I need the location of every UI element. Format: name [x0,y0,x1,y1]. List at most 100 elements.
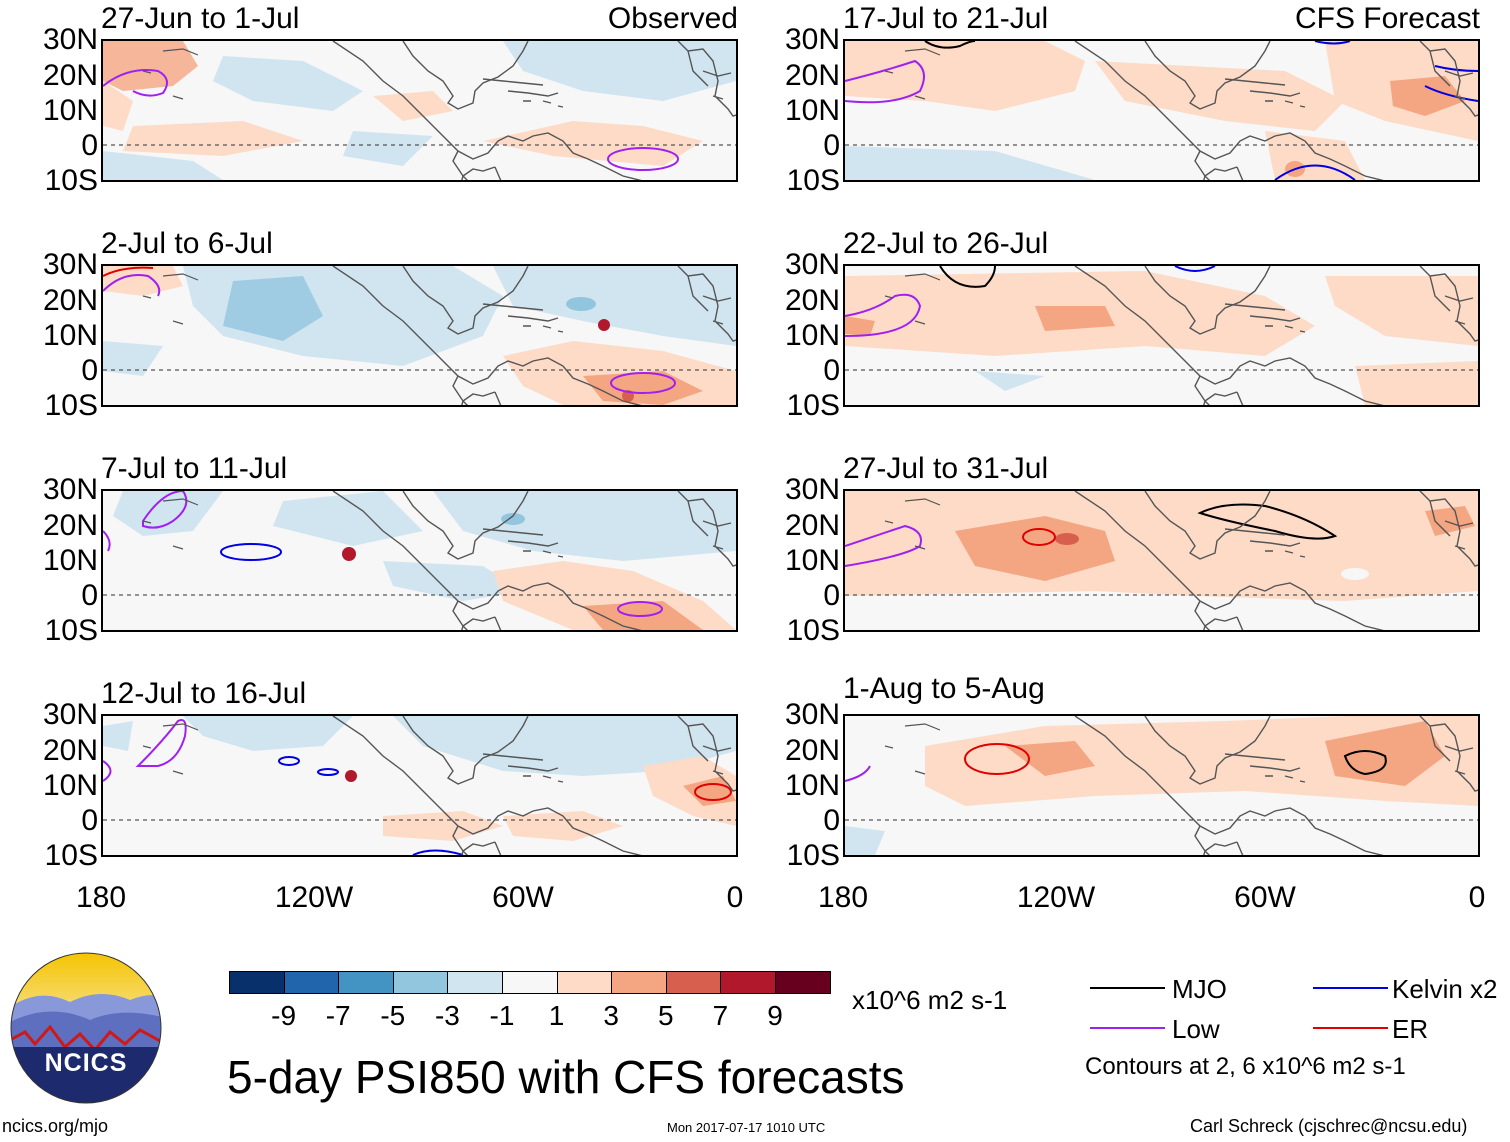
colorbar-swatch [720,971,776,994]
logo-text: NCICS [44,1049,128,1077]
lat-label: 10N [784,544,840,577]
forecast-tag: CFS Forecast [1294,2,1480,35]
legend-kelvin-label: Kelvin x2 [1392,974,1498,1004]
lon-label-120w-right: 120W [1016,881,1096,914]
lat-label: 30N [42,23,98,56]
lon-label-180-right: 180 [817,881,869,914]
panel-title-left-4: 12-Jul to 16-Jul [101,677,307,710]
colorbar-label: 7 [712,1000,729,1031]
map-panel-left-4 [101,714,738,857]
colorbar-swatch [502,971,558,994]
colorbar-swatch [283,971,340,994]
legend-mjo-line [1090,987,1165,989]
colorbar-label: 5 [658,1000,674,1031]
lat-label: 10N [784,319,840,352]
lon-label-0-right: 0 [1468,881,1486,914]
lat-label: 10S [44,839,98,872]
lat-label: 10S [786,614,840,647]
lat-label: 30N [784,698,840,731]
legend-mjo-label: MJO [1172,974,1227,1004]
colorbar-label: -9 [271,1000,297,1031]
lat-label: 10S [786,389,840,422]
lat-label: 20N [784,59,840,92]
panel-title-left-1: 27-Jun to 1-Jul [101,2,300,35]
colorbar-swatch [611,971,667,994]
legend-er-line [1313,1027,1388,1029]
colorbar-swatch [338,971,394,994]
lat-label: 10N [42,319,98,352]
colorbar-units: x10^6 m2 s-1 [852,985,1008,1015]
panel-title-right-1: 17-Jul to 21-Jul [843,2,1049,35]
lat-label: 10S [44,614,98,647]
footer-right: Carl Schreck (cjschrec@ncsu.edu) [1190,1116,1468,1136]
colorbar-swatch [556,971,613,994]
lat-label: 30N [42,698,98,731]
colorbar-swatch [775,971,831,994]
colorbar-label: 1 [548,1000,565,1031]
legend-kelvin-line [1313,987,1388,989]
legend-note: Contours at 2, 6 x10^6 m2 s-1 [1085,1053,1406,1080]
lat-label: 0 [823,129,840,162]
lat-label: 30N [42,473,98,506]
colorbar-label: -3 [434,1000,460,1031]
panel-title-right-4: 1-Aug to 5-Aug [843,672,1045,705]
lat-label: 10N [42,769,98,802]
lat-label: 10N [784,769,840,802]
map-panel-right-2 [843,264,1480,407]
map-panel-right-4 [843,714,1480,857]
map-panel-left-3 [101,489,738,632]
lon-label-60w-right: 60W [1234,881,1296,914]
lat-label: 30N [784,248,840,281]
lat-label: 0 [823,579,840,612]
colorbar-swatch [229,971,285,994]
lat-label: 20N [42,284,98,317]
footer-center: Mon 2017-07-17 1010 UTC [667,1120,826,1135]
lat-label: 20N [784,734,840,767]
map-panel-right-3 [843,489,1480,632]
lat-label: 0 [823,804,840,837]
lon-label-0-left: 0 [726,881,744,914]
lat-label: 0 [81,129,98,162]
legend-low-label: Low [1172,1014,1220,1044]
lat-label: 20N [784,284,840,317]
lat-label: 10S [44,164,98,197]
colorbar-label: -5 [380,1000,406,1031]
legend-er-label: ER [1392,1014,1429,1044]
lat-label: 10S [786,164,840,197]
lat-label: 30N [784,473,840,506]
lat-label: 10N [42,94,98,127]
colorbar-swatch [665,971,722,994]
lat-label: 20N [784,509,840,542]
panel-title-right-2: 22-Jul to 26-Jul [843,227,1049,260]
lat-label: 0 [823,354,840,387]
lat-label: 10N [42,544,98,577]
lon-label-180-left: 180 [75,881,127,914]
map-panel-right-1 [843,39,1480,182]
lat-label: 0 [81,804,98,837]
lat-label: 0 [81,579,98,612]
panel-title-left-3: 7-Jul to 11-Jul [101,452,288,485]
map-panel-left-1 [101,39,738,182]
map-panel-left-2 [101,264,738,407]
ncics-logo: NCICS [10,952,162,1104]
lon-label-120w-left: 120W [274,881,354,914]
colorbar-swatch [447,971,503,994]
lat-label: 10N [784,94,840,127]
lat-label: 30N [42,248,98,281]
lat-label: 30N [784,23,840,56]
lat-label: 20N [42,509,98,542]
chart-title: 5-day PSI850 with CFS forecasts [227,1051,905,1103]
colorbar-label: -1 [489,1000,515,1031]
footer-left: ncics.org/mjo [2,1116,109,1136]
legend-low-line [1090,1027,1165,1029]
colorbar-swatch [392,971,449,994]
lat-label: 0 [81,354,98,387]
lat-label: 20N [42,734,98,767]
lon-label-60w-left: 60W [492,881,554,914]
panel-title-left-2: 2-Jul to 6-Jul [101,227,273,260]
lat-label: 10S [786,839,840,872]
panel-title-right-3: 27-Jul to 31-Jul [843,452,1049,485]
lat-label: 20N [42,59,98,92]
colorbar-label: 3 [603,1000,619,1031]
colorbar-label: 9 [767,1000,783,1031]
